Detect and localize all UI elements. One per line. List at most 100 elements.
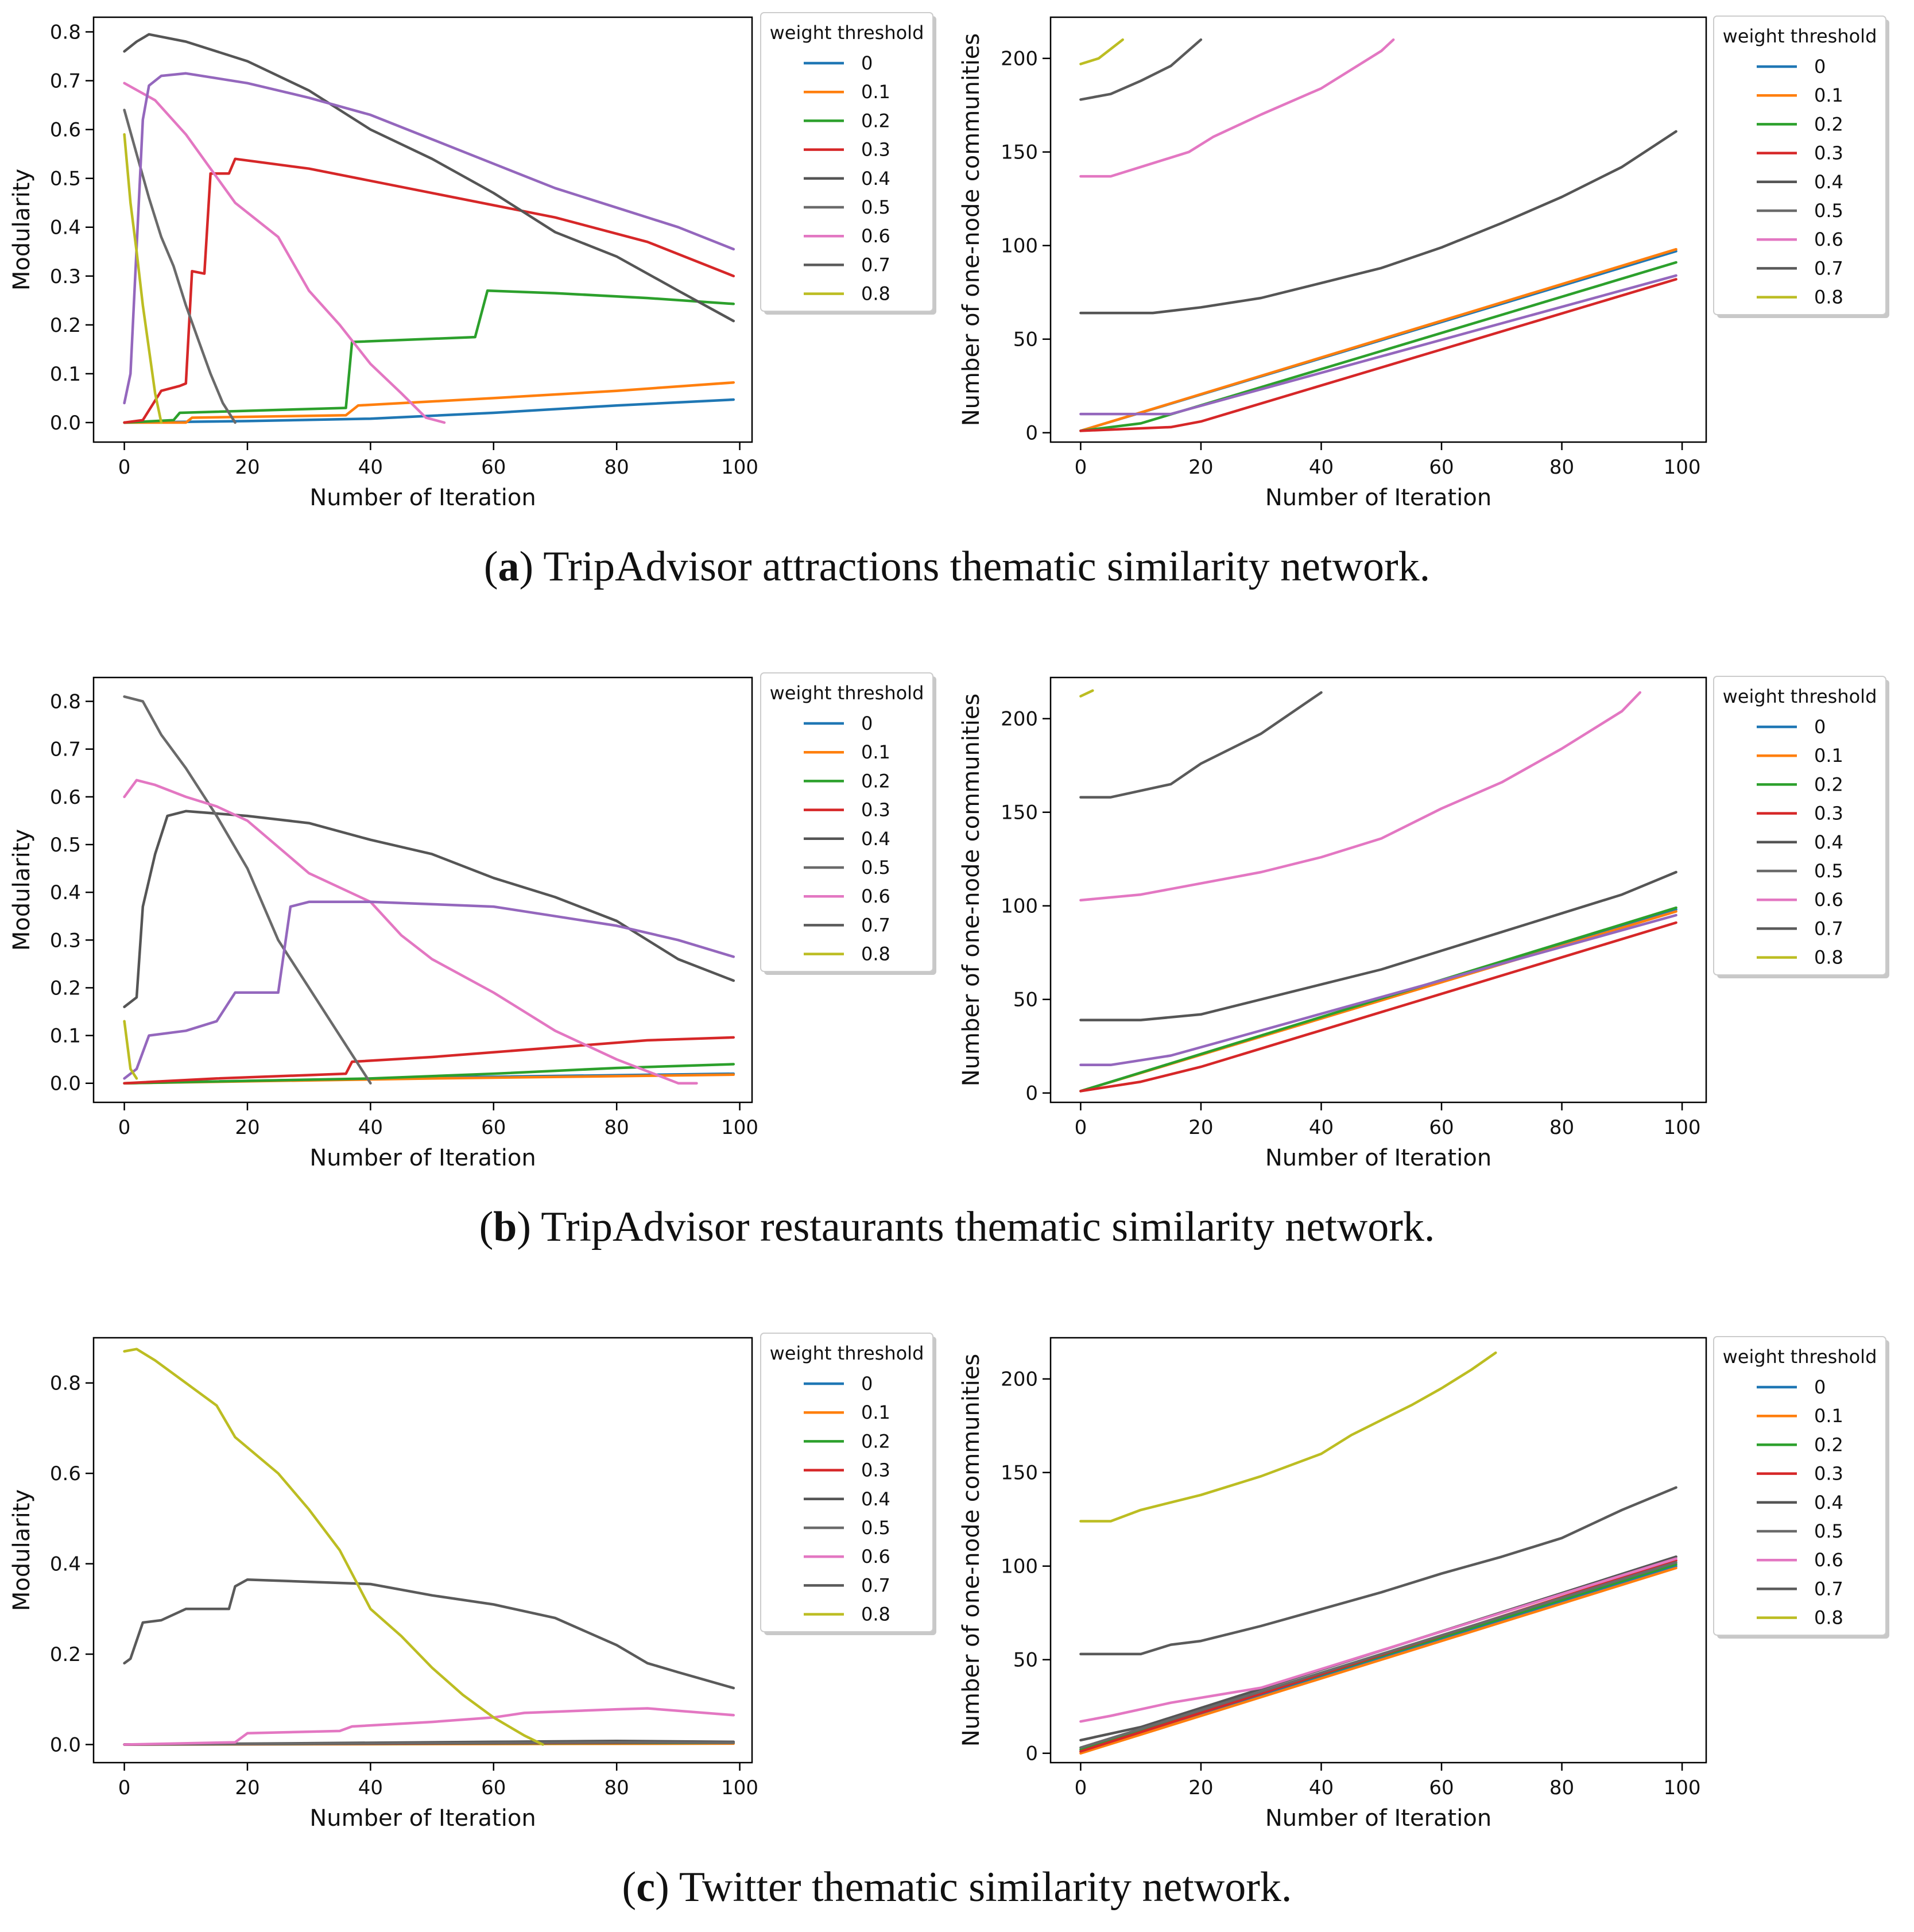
x-tick-label: 20 <box>235 1776 259 1799</box>
x-axis-label: Number of Iteration <box>1265 485 1491 511</box>
x-tick-label: 20 <box>1188 456 1213 479</box>
legend-label: 0.8 <box>1814 1607 1843 1629</box>
y-tick-label: 0.4 <box>50 216 81 239</box>
legend-label: 0.4 <box>861 828 890 850</box>
y-tick-label: 0.6 <box>50 1462 81 1485</box>
legend-label: 0.2 <box>1814 773 1843 795</box>
series-line-0-5 <box>123 109 237 424</box>
series-line-0-2 <box>123 289 735 424</box>
x-tick-label: 80 <box>1549 1776 1574 1799</box>
x-tick-label: 100 <box>721 1776 758 1799</box>
legend-label: 0.5 <box>1814 200 1843 222</box>
y-tick-label: 0 <box>1025 422 1038 445</box>
x-tick-label: 80 <box>1549 1116 1574 1139</box>
legend-label: 0.8 <box>861 1604 890 1625</box>
legend-label: 0.6 <box>1814 1549 1843 1571</box>
series-group <box>1079 689 1677 1093</box>
series-line-0-1 <box>123 381 735 424</box>
x-tick-label: 0 <box>118 456 131 479</box>
y-axis-label: Modularity <box>9 169 35 291</box>
x-tick-label: 80 <box>605 1776 629 1799</box>
series-line-0-5 <box>123 695 372 1085</box>
series-line-0-2 <box>1079 261 1677 432</box>
chart-a-left: 0 20 40 60 80 100 0.0 0.1 0.2 0.3 0.4 0.5 0.6 0.7 0.8 N… <box>9 12 936 511</box>
legend-label: 0.8 <box>861 943 890 965</box>
x-tick-label: 0 <box>1075 1776 1087 1799</box>
series-line-0-8 <box>1079 38 1124 65</box>
legend-label: 0.2 <box>861 1430 890 1452</box>
y-tick-label: 0.1 <box>50 1025 81 1048</box>
legend-label: 0.6 <box>861 885 890 907</box>
chart-a-right: 0 20 40 60 80 100 0 50 100 150 200 Number of Iterat… <box>958 16 1889 511</box>
y-tick-label: 0.8 <box>50 21 81 44</box>
series-group <box>123 1348 735 1746</box>
series-line-purple <box>1079 913 1677 1067</box>
y-tick-label: 0.7 <box>50 70 81 93</box>
x-axis-label: Number of Iteration <box>309 485 536 511</box>
series-line-0-4 <box>1079 870 1677 1021</box>
y-tick-label: 200 <box>1001 1368 1038 1391</box>
series-line-purple <box>1079 274 1677 416</box>
x-tick-label: 20 <box>235 1116 259 1139</box>
series-line-0 <box>123 398 735 424</box>
legend-label: 0.6 <box>861 225 890 247</box>
caption-c: (c) Twitter thematic similarity network. <box>622 1864 1292 1911</box>
y-tick-label: 0.2 <box>50 314 81 337</box>
y-tick-label: 0.7 <box>50 738 81 761</box>
legend-title: weight threshold <box>770 682 924 704</box>
series-line-0-7 <box>1079 1486 1677 1656</box>
x-tick-label: 100 <box>721 456 758 479</box>
legend-title: weight threshold <box>770 22 924 44</box>
series-line-0-8 <box>1079 689 1094 698</box>
y-tick-label: 0.3 <box>50 929 81 952</box>
y-tick-label: 0.5 <box>50 834 81 857</box>
x-tick-label: 0 <box>1075 456 1087 479</box>
x-tick-label: 20 <box>1188 1116 1213 1139</box>
x-tick-label: 0 <box>118 1776 131 1799</box>
plot-frame <box>92 1337 753 1764</box>
x-tick-label: 60 <box>481 1776 506 1799</box>
series-line-0-3 <box>123 157 735 424</box>
x-tick-label: 40 <box>1309 1116 1334 1139</box>
series-line-0-3 <box>123 1036 735 1085</box>
y-tick-label: 150 <box>1001 141 1038 164</box>
y-axis-label: Modularity <box>9 829 35 951</box>
series-line-0-4 <box>1079 1555 1677 1742</box>
x-tick-label: 20 <box>1188 1776 1213 1799</box>
series-line-0-4 <box>1079 130 1677 315</box>
legend-label: 0.7 <box>861 914 890 936</box>
legend-label: 0.5 <box>1814 860 1843 882</box>
x-tick-label: 80 <box>605 456 629 479</box>
x-tick-label: 100 <box>1664 1776 1701 1799</box>
legend-label: 0.4 <box>861 168 890 189</box>
plot-frame <box>92 16 753 443</box>
legend: weight threshold 0 0.1 0.2 0.3 0.4 0.5 0.6 0.7 0.… <box>760 672 936 975</box>
x-tick-label: 0 <box>1075 1116 1087 1139</box>
series-group <box>1079 1351 1677 1755</box>
legend-label: 0.3 <box>1814 1463 1843 1485</box>
x-tick-label: 80 <box>605 1116 629 1139</box>
legend-title: weight threshold <box>1723 686 1877 707</box>
series-line-0-7 <box>1079 38 1203 101</box>
series-group <box>1079 38 1677 432</box>
y-tick-label: 0.4 <box>50 1553 81 1576</box>
x-tick-label: 20 <box>235 456 259 479</box>
series-line-0-5 <box>123 1741 735 1746</box>
chart-c-right: 0 20 40 60 80 100 0 50 100 150 200 Number of Iterat… <box>958 1336 1889 1832</box>
series-line-0-4 <box>123 33 735 323</box>
y-tick-label: 0.4 <box>50 881 81 904</box>
x-tick-label: 100 <box>1664 456 1701 479</box>
legend-label: 0.7 <box>861 1574 890 1596</box>
series-line-0-2 <box>123 1063 735 1085</box>
legend-label: 0 <box>1814 1376 1826 1398</box>
x-tick-label: 40 <box>358 1116 383 1139</box>
legend-label: 0 <box>861 52 873 74</box>
y-tick-label: 0.0 <box>50 1073 81 1095</box>
series-line-0-6 <box>123 1707 735 1746</box>
legend-label: 0.3 <box>1814 803 1843 824</box>
y-tick-label: 0.2 <box>50 977 81 1000</box>
legend-label: 0.7 <box>1814 917 1843 939</box>
x-tick-label: 100 <box>721 1116 758 1139</box>
x-axis-label: Number of Iteration <box>309 1805 536 1832</box>
series-line-0-6 <box>123 779 698 1085</box>
